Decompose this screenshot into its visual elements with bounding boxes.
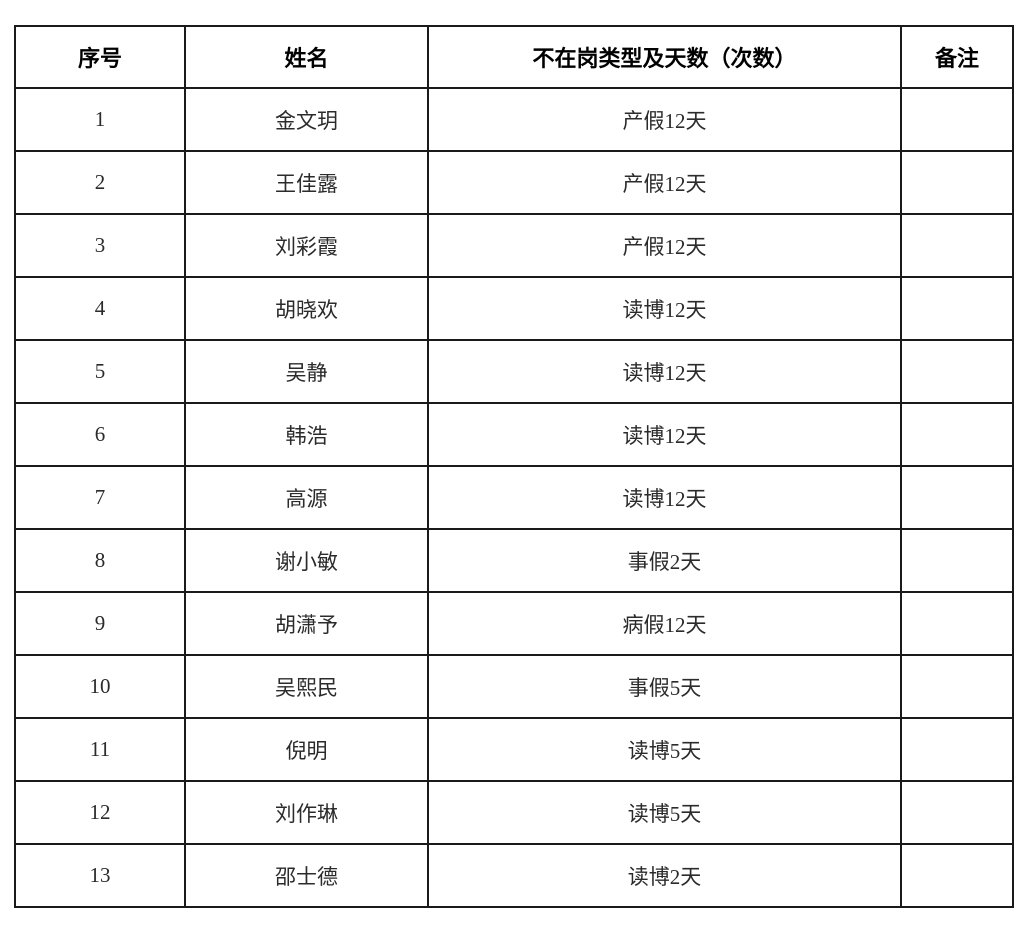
cell-name: 倪明 — [184, 717, 429, 782]
cell-name: 刘彩霞 — [184, 213, 429, 278]
cell-index: 13 — [14, 843, 186, 908]
cell-name: 刘作琳 — [184, 780, 429, 845]
table-row: 3 刘彩霞 产假12天 — [14, 213, 1014, 278]
cell-name: 韩浩 — [184, 402, 429, 467]
cell-type: 读博12天 — [427, 402, 902, 467]
table-row: 8 谢小敏 事假2天 — [14, 528, 1014, 593]
table-row: 11 倪明 读博5天 — [14, 717, 1014, 782]
cell-index: 12 — [14, 780, 186, 845]
absence-table: 序号 姓名 不在岗类型及天数（次数） 备注 1 金文玥 产假12天 2 王佳露 产假12天… — [14, 25, 1014, 908]
cell-type: 产假12天 — [427, 150, 902, 215]
cell-remark — [900, 465, 1014, 530]
cell-name: 王佳露 — [184, 150, 429, 215]
cell-remark — [900, 591, 1014, 656]
cell-type: 读博2天 — [427, 843, 902, 908]
cell-index: 3 — [14, 213, 186, 278]
cell-index: 1 — [14, 87, 186, 152]
table-row: 1 金文玥 产假12天 — [14, 87, 1014, 152]
table-body: 1 金文玥 产假12天 2 王佳露 产假12天 3 刘彩霞 产假12天 4 胡晓欢 读博12天 5 吴静读… — [14, 87, 1014, 908]
table-row: 5 吴静 读博12天 — [14, 339, 1014, 404]
table-row: 9 胡潇予 病假12天 — [14, 591, 1014, 656]
table-row: 4 胡晓欢 读博12天 — [14, 276, 1014, 341]
cell-type: 读博5天 — [427, 780, 902, 845]
cell-remark — [900, 843, 1014, 908]
cell-type: 事假5天 — [427, 654, 902, 719]
cell-remark — [900, 339, 1014, 404]
table-row: 10 吴熙民 事假5天 — [14, 654, 1014, 719]
table-row: 13 邵士德 读博2天 — [14, 843, 1014, 908]
cell-index: 11 — [14, 717, 186, 782]
cell-index: 2 — [14, 150, 186, 215]
table-row: 6 韩浩 读博12天 — [14, 402, 1014, 467]
cell-remark — [900, 528, 1014, 593]
table-row: 7 高源 读博12天 — [14, 465, 1014, 530]
cell-remark — [900, 402, 1014, 467]
cell-name: 吴静 — [184, 339, 429, 404]
header-index: 序号 — [14, 25, 186, 89]
cell-remark — [900, 276, 1014, 341]
cell-name: 胡潇予 — [184, 591, 429, 656]
cell-remark — [900, 150, 1014, 215]
cell-remark — [900, 87, 1014, 152]
cell-remark — [900, 213, 1014, 278]
cell-name: 吴熙民 — [184, 654, 429, 719]
cell-type: 事假2天 — [427, 528, 902, 593]
cell-index: 10 — [14, 654, 186, 719]
cell-index: 5 — [14, 339, 186, 404]
cell-type: 读博12天 — [427, 339, 902, 404]
cell-name: 金文玥 — [184, 87, 429, 152]
cell-type: 读博5天 — [427, 717, 902, 782]
table-row: 12 刘作琳 读博5天 — [14, 780, 1014, 845]
cell-index: 7 — [14, 465, 186, 530]
cell-type: 产假12天 — [427, 87, 902, 152]
header-remark: 备注 — [900, 25, 1014, 89]
cell-name: 谢小敏 — [184, 528, 429, 593]
table-row: 2 王佳露 产假12天 — [14, 150, 1014, 215]
cell-index: 4 — [14, 276, 186, 341]
cell-type: 产假12天 — [427, 213, 902, 278]
header-name: 姓名 — [184, 25, 429, 89]
cell-type: 病假12天 — [427, 591, 902, 656]
cell-remark — [900, 654, 1014, 719]
cell-name: 胡晓欢 — [184, 276, 429, 341]
cell-index: 6 — [14, 402, 186, 467]
cell-index: 9 — [14, 591, 186, 656]
cell-name: 邵士德 — [184, 843, 429, 908]
cell-type: 读博12天 — [427, 276, 902, 341]
cell-type: 读博12天 — [427, 465, 902, 530]
cell-index: 8 — [14, 528, 186, 593]
cell-remark — [900, 717, 1014, 782]
table-header-row: 序号 姓名 不在岗类型及天数（次数） 备注 — [14, 25, 1014, 89]
header-type: 不在岗类型及天数（次数） — [427, 25, 902, 89]
cell-name: 高源 — [184, 465, 429, 530]
cell-remark — [900, 780, 1014, 845]
